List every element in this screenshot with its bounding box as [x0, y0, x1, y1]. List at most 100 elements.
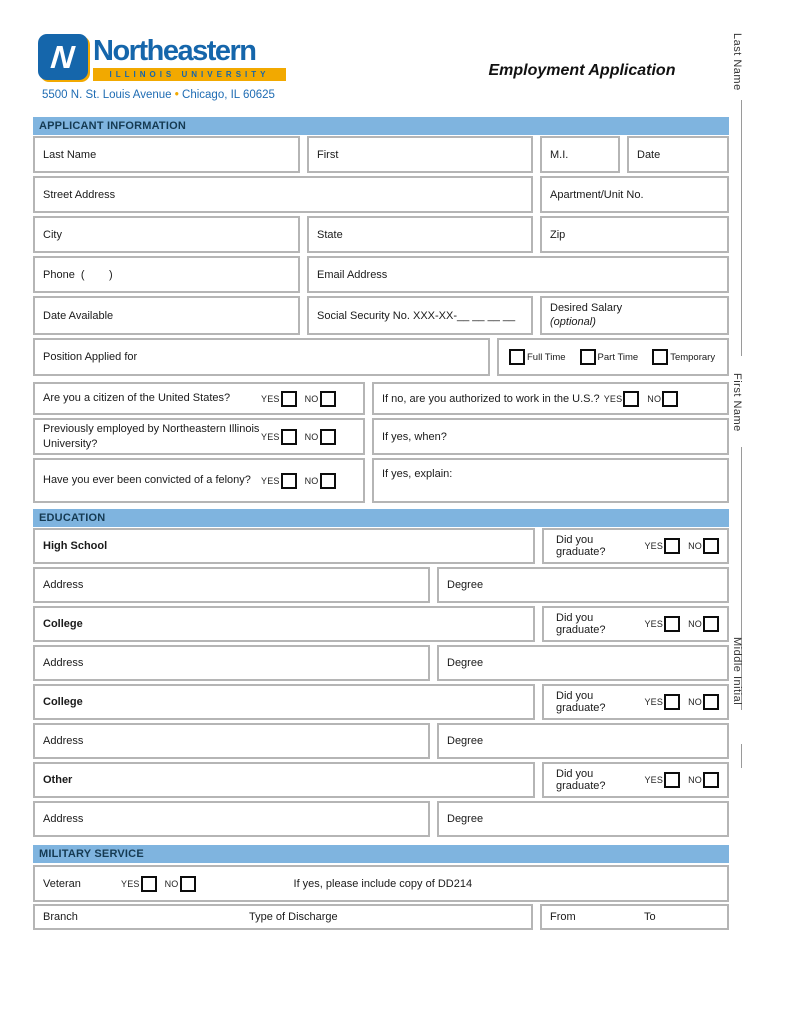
veteran-yes-checkbox[interactable] — [140, 875, 157, 892]
graduate-question: Did you graduate? — [556, 612, 606, 636]
authorized-question: If no, are you authorized to work in the… — [382, 392, 600, 405]
college-1-address-field[interactable]: Address — [33, 645, 430, 681]
no-label: NO — [304, 431, 319, 442]
service-dates-cell[interactable]: From To — [540, 904, 729, 930]
high-school-graduate-cell: Did you graduate? YES NO — [542, 528, 729, 564]
if-yes-when-label: If yes, when? — [382, 430, 447, 443]
college-1-degree-field[interactable]: Degree — [437, 645, 729, 681]
middle-initial-field[interactable]: M.I. — [540, 136, 620, 173]
other-school-field[interactable]: Other — [33, 762, 535, 798]
employment-type-field: Full Time Part Time Temporary — [497, 338, 729, 376]
zip-field[interactable]: Zip — [540, 216, 729, 253]
yes-label: YES — [261, 475, 280, 486]
felony-question: Have you ever been convicted of a felony… — [43, 474, 251, 487]
authorized-yes-checkbox[interactable] — [623, 390, 640, 407]
high-school-field[interactable]: High School — [33, 528, 535, 564]
yes-label: YES — [644, 775, 664, 785]
other-graduate-no-checkbox[interactable] — [703, 772, 719, 788]
temporary-checkbox[interactable] — [652, 349, 669, 365]
ssn-field[interactable]: Social Security No. XXX-XX-__ __ __ __ — [307, 296, 533, 335]
citizen-yes-no-group: YES NO — [261, 390, 336, 407]
no-label: NO — [688, 619, 702, 629]
address-label: Address — [43, 813, 84, 825]
branch-label: Branch — [43, 911, 78, 923]
if-yes-explain-label: If yes, explain: — [382, 468, 453, 480]
other-graduate-yes-no-group: YES NO — [644, 772, 719, 788]
other-degree-field[interactable]: Degree — [437, 801, 729, 837]
full-time-label: Full Time — [527, 351, 566, 363]
previously-employed-yes-checkbox[interactable] — [280, 428, 297, 445]
row-branch-discharge-dates: Branch Type of Discharge From To — [33, 904, 729, 930]
other-graduate-yes-checkbox[interactable] — [664, 772, 681, 788]
college-2-degree-field[interactable]: Degree — [437, 723, 729, 759]
yes-label: YES — [261, 393, 280, 404]
college-1-field[interactable]: College — [33, 606, 535, 642]
college-2-graduate-cell: Did you graduate? YES NO — [542, 684, 729, 720]
veteran-no-checkbox[interactable] — [179, 875, 196, 892]
state-field[interactable]: State — [307, 216, 533, 253]
row-phone-email: Phone ( ) Email Address — [33, 256, 729, 293]
college-2-graduate-yes-checkbox[interactable] — [664, 694, 681, 710]
authorized-no-checkbox[interactable] — [662, 390, 679, 407]
branch-discharge-cell[interactable]: Branch Type of Discharge — [33, 904, 533, 930]
college-1-graduate-cell: Did you graduate? YES NO — [542, 606, 729, 642]
full-time-checkbox[interactable] — [509, 349, 525, 365]
if-yes-when-field[interactable]: If yes, when? — [372, 418, 729, 455]
first-name-field[interactable]: First — [307, 136, 533, 173]
state-label: State — [317, 228, 343, 241]
date-field[interactable]: Date — [627, 136, 729, 173]
college-2-field[interactable]: College — [33, 684, 535, 720]
row-school-address-degree: Address Degree — [33, 645, 729, 681]
felony-question-cell: Have you ever been convicted of a felony… — [33, 458, 365, 503]
vertical-label-middle-initial: Middle Initial — [731, 637, 743, 706]
phone-field[interactable]: Phone ( ) — [33, 256, 300, 293]
row-availability-ssn-salary: Date Available Social Security No. XXX-X… — [33, 296, 729, 335]
phone-label: Phone ( ) — [43, 268, 113, 281]
citizen-question-cell: Are you a citizen of the United States? … — [33, 382, 365, 415]
no-label: NO — [688, 697, 702, 707]
row-city-state-zip: City State Zip — [33, 216, 729, 253]
date-available-field[interactable]: Date Available — [33, 296, 300, 335]
part-time-checkbox[interactable] — [579, 349, 596, 365]
last-name-label: Last Name — [43, 148, 97, 161]
if-yes-explain-field[interactable]: If yes, explain: — [372, 458, 729, 503]
college-2-graduate-no-checkbox[interactable] — [703, 694, 719, 710]
last-name-field[interactable]: Last Name — [33, 136, 300, 173]
apartment-field[interactable]: Apartment/Unit No. — [540, 176, 729, 213]
college-2-address-field[interactable]: Address — [33, 723, 430, 759]
felony-no-checkbox[interactable] — [319, 472, 336, 489]
college-1-graduate-yes-checkbox[interactable] — [664, 616, 681, 632]
other-graduate-cell: Did you graduate? YES NO — [542, 762, 729, 798]
other-address-field[interactable]: Address — [33, 801, 430, 837]
previously-employed-no-checkbox[interactable] — [319, 428, 336, 445]
desired-salary-note: (optional) — [550, 315, 596, 328]
high-school-graduate-yes-no-group: YES NO — [644, 538, 719, 554]
part-time-option: Part Time — [579, 349, 638, 365]
neiu-logo-icon: N — [38, 34, 88, 80]
position-applied-field[interactable]: Position Applied for — [33, 338, 490, 376]
city-field[interactable]: City — [33, 216, 300, 253]
temporary-option: Temporary — [652, 349, 715, 365]
degree-label: Degree — [447, 813, 484, 825]
citizen-no-checkbox[interactable] — [319, 390, 336, 407]
row-citizen: Are you a citizen of the United States? … — [33, 382, 729, 415]
desired-salary-field[interactable]: Desired Salary (optional) — [540, 296, 729, 335]
high-school-graduate-yes-checkbox[interactable] — [664, 538, 681, 554]
felony-yes-checkbox[interactable] — [280, 472, 297, 489]
dd214-note: If yes, please include copy of DD214 — [293, 877, 473, 890]
street-address-field[interactable]: Street Address — [33, 176, 533, 213]
high-school-address-field[interactable]: Address — [33, 567, 430, 603]
yes-label: YES — [261, 431, 280, 442]
logo-university-name: Northeastern — [93, 35, 257, 67]
row-school-other: Other Did you graduate? YES NO — [33, 762, 729, 798]
citizen-yes-checkbox[interactable] — [280, 390, 297, 407]
email-field[interactable]: Email Address — [307, 256, 729, 293]
high-school-graduate-no-checkbox[interactable] — [703, 538, 719, 554]
city-label: City — [43, 228, 62, 241]
last-name-write-line — [741, 100, 742, 356]
email-label: Email Address — [317, 268, 388, 281]
application-form: APPLICANT INFORMATION Last Name First M.… — [33, 117, 729, 933]
college-1-graduate-no-checkbox[interactable] — [703, 616, 719, 632]
high-school-degree-field[interactable]: Degree — [437, 567, 729, 603]
vertical-label-last-name: Last Name — [731, 33, 743, 91]
